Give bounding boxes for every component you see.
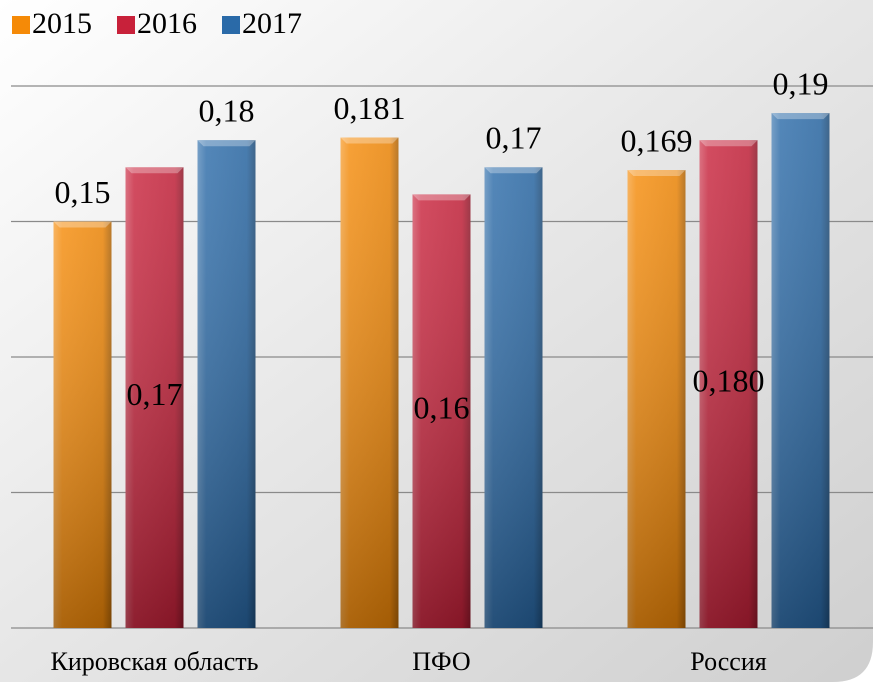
bar-shade <box>197 140 256 628</box>
data-label: 0,15 <box>55 174 111 210</box>
data-label: 0,16 <box>414 390 470 426</box>
bar-shade <box>340 137 399 629</box>
data-label: 0,17 <box>486 120 542 156</box>
legend-label: 2017 <box>242 7 302 40</box>
bar-shade <box>412 194 471 628</box>
data-label: 0,169 <box>621 122 693 158</box>
legend-swatch <box>222 16 240 34</box>
bar-shade <box>699 140 758 628</box>
data-label: 0,17 <box>127 376 183 412</box>
legend-label: 2016 <box>137 7 197 40</box>
data-label: 0,18 <box>199 93 255 129</box>
bar-bevel <box>53 221 112 228</box>
bar-bevel <box>340 137 399 144</box>
data-label: 0,19 <box>773 65 829 101</box>
legend-label: 2015 <box>32 7 92 40</box>
legend-swatch <box>117 16 135 34</box>
bar-shade <box>627 170 686 628</box>
bar-bevel <box>699 140 758 147</box>
bar-bevel <box>771 113 830 120</box>
data-label: 0,180 <box>693 362 765 398</box>
bar-bevel <box>125 167 184 174</box>
bar-bevel <box>197 140 256 147</box>
legend-swatch <box>12 16 30 34</box>
bar-shade <box>53 221 112 628</box>
bar-bevel <box>412 194 471 201</box>
bar-shade <box>771 113 830 629</box>
bar-bevel <box>627 170 686 177</box>
bar-shade <box>484 167 543 629</box>
data-label: 0,181 <box>334 90 406 126</box>
x-tick-label: Кировская область <box>50 647 258 676</box>
bar-bevel <box>484 167 543 174</box>
x-tick-label: ПФО <box>412 647 470 676</box>
bar-shade <box>125 167 184 629</box>
x-tick-label: Россия <box>690 647 766 676</box>
